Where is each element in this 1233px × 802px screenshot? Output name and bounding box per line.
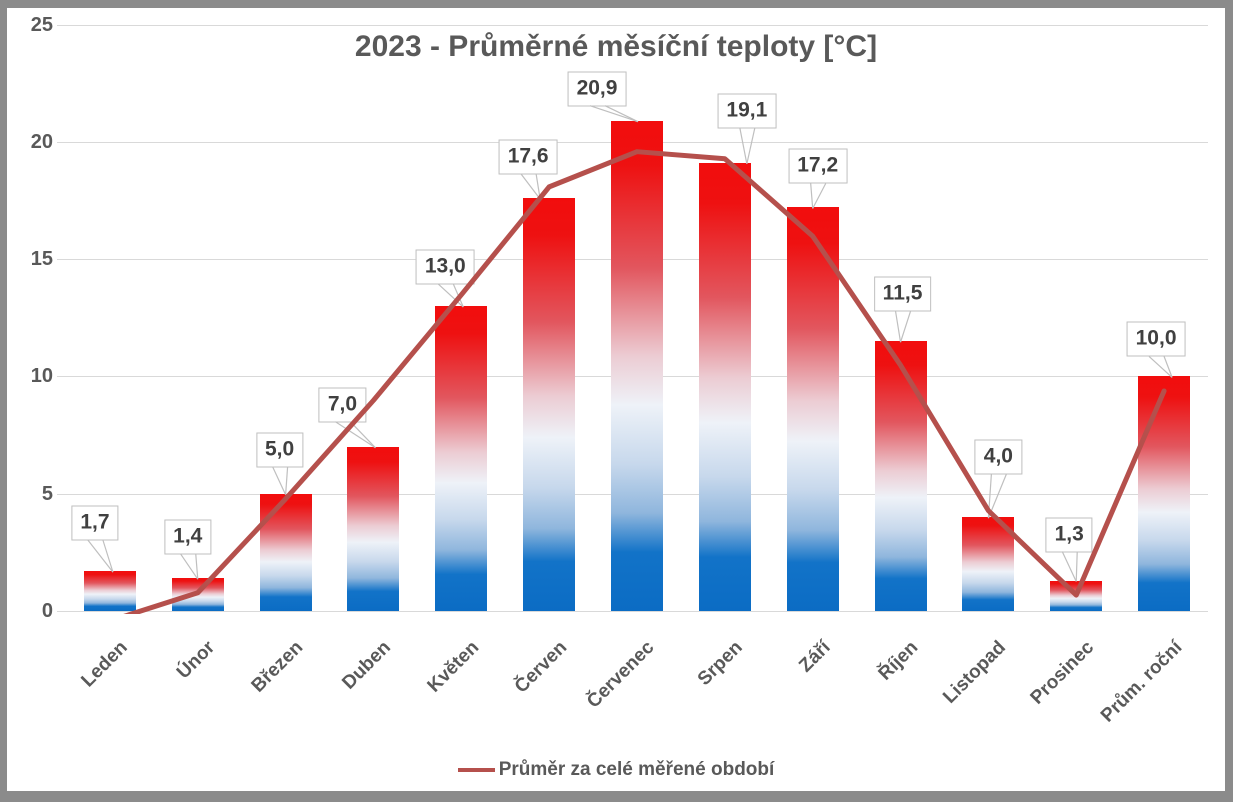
data-label-kveten: 13,0 bbox=[415, 249, 475, 285]
chart-title: 2023 - Průměrné měsíční teploty [°C] bbox=[354, 30, 878, 63]
data-label-listopad: 4,0 bbox=[974, 439, 1022, 475]
x-axis-label-rijen: Říjen bbox=[874, 637, 923, 685]
x-axis-label-prosinec: Prosinec bbox=[1026, 637, 1099, 709]
data-label-zari: 17,2 bbox=[788, 148, 848, 184]
gridline bbox=[66, 611, 1208, 612]
gridline bbox=[66, 24, 1208, 26]
legend-line-swatch bbox=[457, 768, 495, 772]
bar-prum-rocni bbox=[1138, 376, 1191, 611]
bar-duben bbox=[347, 446, 400, 611]
bar-prosinec bbox=[1050, 580, 1103, 611]
bar-cervenec bbox=[611, 120, 663, 611]
x-axis-label-brezen: Březen bbox=[247, 637, 308, 697]
x-axis-label-duben: Duben bbox=[338, 637, 396, 694]
data-label-prosinec: 1,3 bbox=[1045, 517, 1093, 552]
data-label-rijen: 11,5 bbox=[873, 276, 932, 312]
bar-zari bbox=[786, 207, 839, 611]
x-axis-label-zari: Září bbox=[795, 637, 835, 677]
data-label-duben: 7,0 bbox=[318, 387, 367, 423]
bar-srpen bbox=[698, 162, 751, 611]
data-label-brezen: 5,0 bbox=[256, 432, 304, 468]
bar-listopad bbox=[962, 517, 1015, 611]
x-axis-label-prum-rocni: Prům. roční bbox=[1096, 637, 1186, 727]
y-axis-tick bbox=[57, 493, 66, 495]
bar-unor bbox=[171, 578, 224, 611]
y-axis-tick bbox=[57, 141, 66, 143]
y-axis-tick bbox=[57, 376, 66, 378]
y-axis-tick bbox=[57, 24, 66, 26]
bar-brezen bbox=[259, 493, 312, 611]
y-axis-label: 10 bbox=[30, 365, 53, 388]
y-axis-tick bbox=[57, 611, 66, 612]
y-axis-label: 25 bbox=[30, 13, 53, 36]
y-axis-label: 20 bbox=[30, 130, 53, 153]
data-label-cerven: 17,6 bbox=[498, 139, 558, 175]
bar-rijen bbox=[874, 341, 927, 611]
x-axis-label-cerven: Červen bbox=[510, 637, 572, 698]
bar-cerven bbox=[523, 198, 576, 611]
plot-area bbox=[66, 24, 1208, 612]
x-axis-label-srpen: Srpen bbox=[693, 637, 747, 690]
x-axis-label-cervenec: Červenec bbox=[583, 637, 659, 713]
data-label-cervenec: 20,9 bbox=[567, 71, 627, 107]
y-axis-label: 15 bbox=[30, 248, 53, 271]
y-axis-label: 5 bbox=[41, 482, 53, 505]
x-axis-label-leden: Leden bbox=[77, 637, 132, 692]
data-label-srpen: 19,1 bbox=[717, 93, 777, 129]
data-label-prum-rocni: 10,0 bbox=[1126, 321, 1186, 357]
y-axis-label: 0 bbox=[41, 600, 53, 622]
y-axis-tick bbox=[57, 259, 66, 261]
data-label-unor: 1,4 bbox=[164, 519, 212, 555]
x-axis-label-listopad: Listopad bbox=[939, 637, 1011, 708]
bar-kveten bbox=[435, 306, 488, 611]
bar-leden bbox=[83, 571, 136, 611]
x-axis-label-unor: Únor bbox=[173, 637, 220, 684]
x-axis-label-kveten: Květen bbox=[423, 637, 484, 697]
data-label-leden: 1,7 bbox=[71, 505, 119, 541]
legend-label: Průměr za celé měřené období bbox=[498, 759, 775, 780]
legend: Průměr za celé měřené období bbox=[7, 759, 1225, 781]
